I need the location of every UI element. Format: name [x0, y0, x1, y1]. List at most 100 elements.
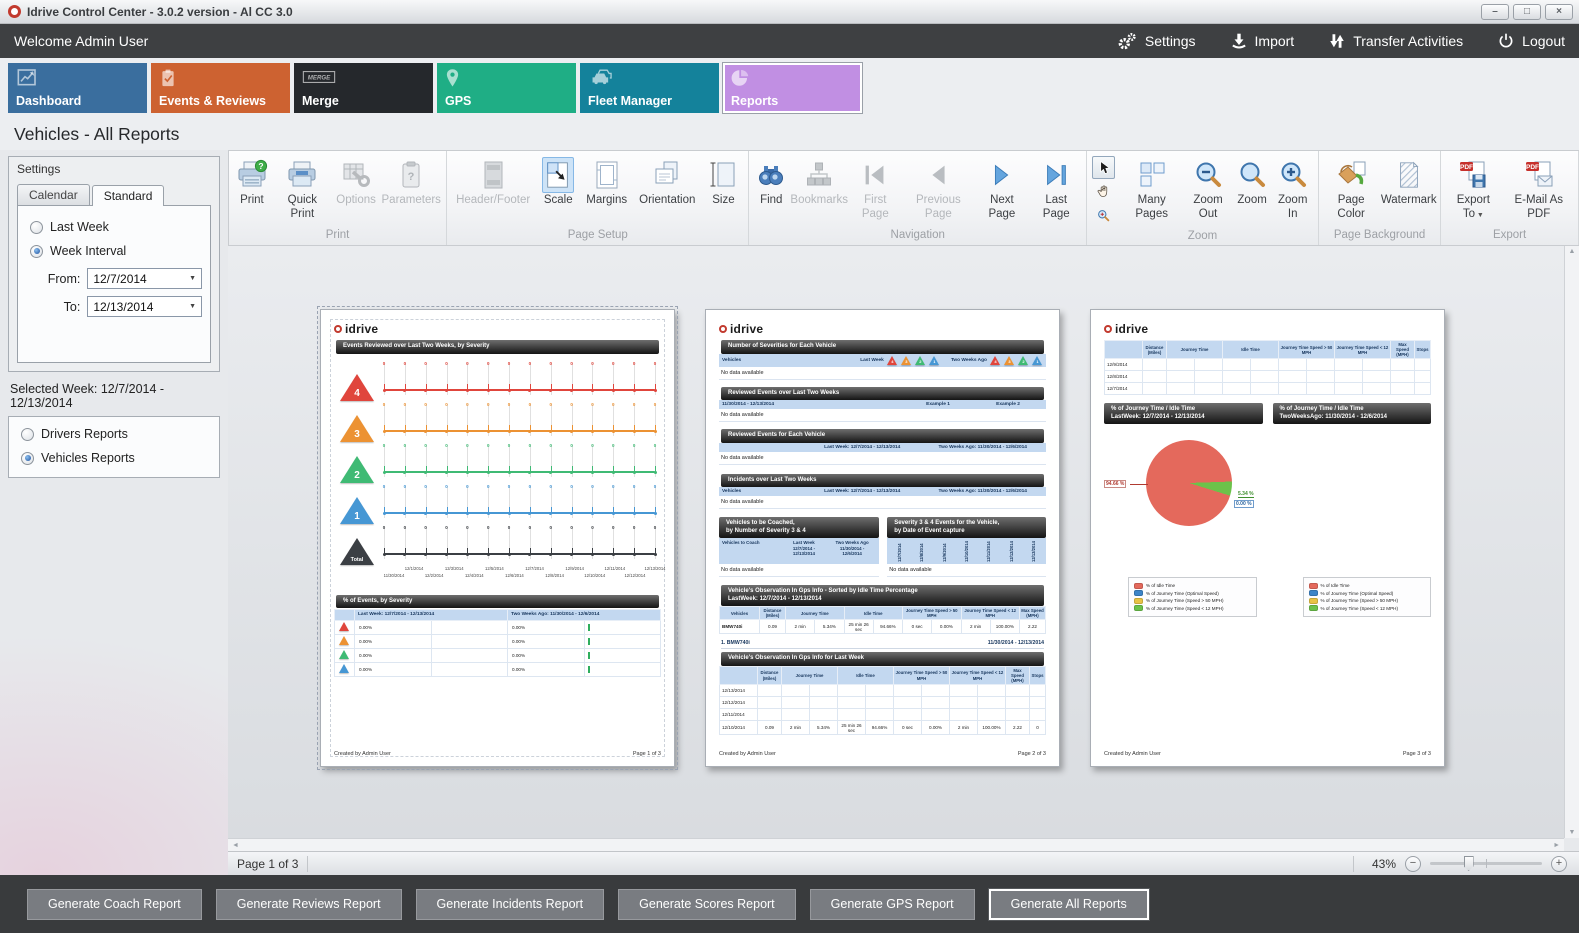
report-page-3[interactable]: idrive Distance (Miles) Journey Time Idle T…	[1090, 309, 1445, 767]
from-date-select[interactable]: 12/7/2014 ▼	[87, 268, 202, 289]
tab-calendar[interactable]: Calendar	[17, 184, 90, 205]
standard-tab-page: Last Week Week Interval From: 12/7/2014 …	[17, 205, 211, 363]
generate-reviews-report-button[interactable]: Generate Reviews Report	[215, 888, 402, 920]
section-banner: Incidents over Last Two Weeks	[721, 473, 1044, 487]
hand-tool-button[interactable]	[1092, 180, 1115, 203]
report-page-2[interactable]: idrive Number of Severities for Each Vehi…	[705, 309, 1060, 767]
tab-gps[interactable]: GPS	[437, 63, 576, 113]
settings-button[interactable]: Settings	[1116, 31, 1196, 51]
data-point: 0	[587, 442, 597, 483]
generate-gps-report-button[interactable]: Generate GPS Report	[809, 888, 975, 920]
created-by-text: Created by Admin User	[334, 751, 391, 757]
last-week-radio[interactable]: Last Week	[30, 220, 202, 234]
margins-button[interactable]: Margins	[580, 155, 633, 210]
data-point-value: 0	[528, 483, 532, 489]
data-point-value: 0	[445, 401, 448, 407]
maximize-button[interactable]: □	[1513, 3, 1541, 20]
tab-standard[interactable]: Standard	[91, 185, 165, 206]
size-button[interactable]: Size	[701, 155, 745, 210]
report-page-1[interactable]: idrive Events Reviewed over Last Two Week…	[317, 306, 678, 770]
data-point-value: 0	[424, 360, 427, 366]
data-point: 0	[442, 360, 452, 401]
zoom-slider-thumb[interactable]	[1463, 856, 1474, 871]
last-week-value: 0.00%	[354, 619, 432, 635]
scroll-right-icon[interactable]: ►	[1553, 841, 1560, 849]
table-cell	[1306, 358, 1335, 372]
data-point-value: 0	[382, 360, 386, 366]
transfer-activities-button[interactable]: Transfer Activities	[1328, 32, 1463, 50]
e-mail-as-pdf-button[interactable]: PDF E-Mail As PDF	[1503, 155, 1576, 224]
scroll-left-icon[interactable]: ◄	[232, 841, 239, 849]
zoom-slider[interactable]	[1430, 856, 1542, 871]
generate-all-reports-button[interactable]: Generate All Reports	[988, 888, 1149, 920]
vehicles-reports-radio[interactable]: Vehicles Reports	[21, 451, 211, 465]
page-color-button[interactable]: Page Color	[1322, 155, 1380, 224]
severity-triangle-icon: 4	[340, 373, 374, 401]
vertical-scrollbar[interactable]: ▲ ▼	[1564, 246, 1579, 838]
last-week-bar	[430, 619, 508, 635]
data-point: 0	[462, 442, 472, 483]
data-point: 0	[587, 401, 597, 442]
zoom-out-button[interactable]: −	[1405, 855, 1421, 872]
data-point: 0	[650, 401, 660, 442]
tab-dashboard[interactable]: Dashboard	[8, 63, 147, 113]
data-point-value: 0	[382, 442, 386, 448]
tab-merge[interactable]: MERGE Merge	[294, 63, 433, 113]
scroll-up-icon[interactable]: ▲	[1568, 248, 1576, 255]
week-interval-radio[interactable]: Week Interval	[30, 244, 202, 258]
zoom-out-button[interactable]: Zoom Out	[1182, 155, 1233, 224]
table-cell	[1390, 382, 1415, 396]
generate-coach-report-button[interactable]: Generate Coach Report	[27, 888, 202, 920]
legend-label: % of Journey Time (Speed < 12 MPH)	[1320, 605, 1399, 611]
data-point-value: 0	[612, 483, 615, 489]
generate-scores-report-button[interactable]: Generate Scores Report	[618, 888, 796, 920]
export-to-icon: PDF	[1456, 157, 1490, 193]
tab-reports[interactable]: Reports	[723, 63, 862, 113]
generate-incidents-report-button[interactable]: Generate Incidents Report	[415, 888, 605, 920]
table-cell: 5.34%	[809, 720, 838, 736]
to-date-select[interactable]: 12/13/2014 ▼	[87, 296, 202, 317]
print-button[interactable]: ? Print	[232, 155, 272, 210]
zoom-region-tool-button[interactable]	[1092, 204, 1115, 227]
pointer-tool-button[interactable]	[1092, 156, 1116, 179]
data-point: 0	[442, 401, 452, 442]
close-button[interactable]: ×	[1545, 3, 1573, 20]
legend-label: % of Journey Time (Speed > 50 MPH)	[1320, 598, 1399, 604]
zoom-in-button[interactable]: +	[1551, 855, 1567, 872]
page-number-text: Page 1 of 3	[632, 751, 661, 757]
next-page-button[interactable]: Next Page	[974, 155, 1029, 224]
radio-icon	[21, 451, 34, 465]
last-week-bar	[430, 661, 508, 677]
orientation-button[interactable]: Orientation	[633, 155, 701, 210]
minimize-button[interactable]: –	[1481, 3, 1509, 20]
data-point-value: 0	[486, 401, 490, 407]
import-button[interactable]: Import	[1230, 32, 1294, 50]
watermark-button[interactable]: Watermark	[1380, 155, 1437, 210]
find-button[interactable]: Find	[752, 155, 790, 210]
data-point: 0	[462, 401, 472, 442]
zoom-in-button[interactable]: Zoom In	[1270, 155, 1315, 224]
table-cell	[921, 708, 950, 722]
date-cell: 12/12/2014	[719, 696, 758, 710]
drivers-reports-radio[interactable]: Drivers Reports	[21, 427, 211, 441]
export-to-button[interactable]: PDF Export To ▼	[1444, 155, 1502, 224]
horizontal-scrollbar[interactable]: ◄ ►	[228, 838, 1564, 851]
table-cell	[1194, 370, 1223, 384]
clipboard-check-icon	[159, 68, 283, 93]
logout-button[interactable]: Logout	[1497, 32, 1565, 50]
tab-fleet-manager[interactable]: Fleet Manager	[580, 63, 719, 113]
first-page-button: First Page	[848, 155, 902, 224]
data-point: 0	[400, 401, 410, 442]
table-cell	[1005, 708, 1030, 722]
scale-button[interactable]: Scale	[536, 155, 580, 210]
quick-print-button[interactable]: Quick Print	[272, 155, 333, 224]
data-point-value: 0	[424, 442, 427, 448]
tab-events-reviews[interactable]: Events & Reviews	[151, 63, 290, 113]
last-page-button[interactable]: Last Page	[1029, 155, 1083, 224]
vehicle-name: 1. BMW740i	[721, 640, 750, 647]
many-pages-button[interactable]: Many Pages	[1121, 155, 1182, 224]
zoom-button[interactable]: Zoom	[1234, 155, 1271, 210]
chevron-down-icon: ▼	[189, 275, 196, 282]
scroll-down-icon[interactable]: ▼	[1568, 829, 1576, 836]
data-point: 0	[421, 401, 431, 442]
